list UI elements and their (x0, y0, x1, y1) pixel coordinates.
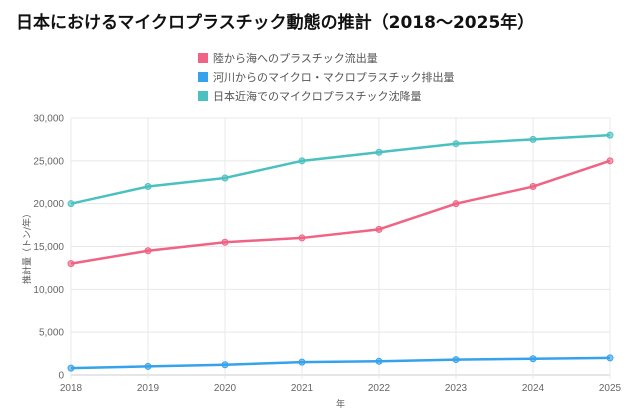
series-line (70, 356, 611, 370)
legend-label: 河川からのマイクロ・マクロプラスチック排出量 (213, 70, 455, 84)
data-point (606, 354, 614, 362)
x-tick-label: 2024 (522, 383, 545, 394)
data-point (221, 361, 229, 369)
series-line (70, 159, 611, 265)
y-tick-label: 25,000 (33, 156, 64, 167)
y-tick-label: 30,000 (33, 114, 64, 125)
data-point (529, 135, 537, 143)
data-point (606, 131, 614, 139)
legend-swatch (198, 90, 208, 101)
y-tick-label: 5,000 (39, 328, 64, 339)
legend-item[interactable]: 河川からのマイクロ・マクロプラスチック排出量 (198, 67, 455, 86)
legend-label: 陸から海へのプラスチック流出量 (213, 51, 378, 65)
y-tick-label: 20,000 (33, 199, 64, 210)
x-tick-label: 2018 (60, 383, 83, 394)
x-tick-label: 2020 (214, 383, 237, 394)
data-point (375, 148, 383, 156)
y-tick-label: 0 (58, 371, 64, 382)
data-point (144, 362, 152, 370)
data-point (221, 238, 229, 246)
data-point (67, 200, 75, 208)
x-tick-label: 2022 (368, 383, 391, 394)
x-tick-label: 2023 (445, 383, 468, 394)
x-axis-label: 年 (336, 398, 345, 410)
data-point (375, 225, 383, 233)
y-tick-label: 15,000 (33, 242, 64, 253)
data-point (606, 157, 614, 165)
data-point (452, 356, 460, 364)
data-point (529, 355, 537, 363)
legend-item[interactable]: 陸から海へのプラスチック流出量 (198, 48, 455, 67)
legend-label: 日本近海でのマイクロプラスチック沈降量 (213, 89, 422, 103)
data-point (375, 357, 383, 365)
data-point (452, 200, 460, 208)
data-point (67, 260, 75, 268)
y-tick-label: 10,000 (33, 285, 64, 296)
data-point (298, 358, 306, 366)
series-line (70, 133, 611, 205)
data-point (529, 183, 537, 191)
data-point (452, 140, 460, 148)
x-tick-label: 2019 (137, 383, 160, 394)
data-point (298, 234, 306, 242)
data-point (221, 174, 229, 182)
data-point (298, 157, 306, 165)
data-point (67, 364, 75, 372)
x-tick-label: 2021 (291, 383, 314, 394)
legend-swatch (198, 52, 208, 63)
legend-swatch (198, 71, 208, 82)
data-point (144, 247, 152, 255)
legend: 陸から海へのプラスチック流出量河川からのマイクロ・マクロプラスチック排出量 日本近… (198, 48, 455, 105)
y-axis-label: 推計量（トン/年） (21, 209, 33, 284)
legend-item[interactable]: 日本近海でのマイクロプラスチック沈降量 (198, 86, 455, 105)
chart-title: 日本におけるマイクロプラスチック動態の推計（2018〜2025年） (16, 13, 535, 33)
x-tick-label: 2025 (599, 383, 622, 394)
data-point (144, 183, 152, 191)
